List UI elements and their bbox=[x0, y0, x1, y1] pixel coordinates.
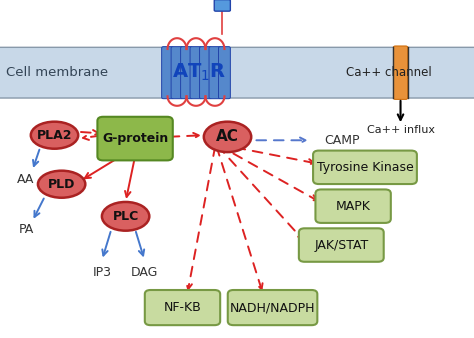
FancyBboxPatch shape bbox=[171, 47, 183, 99]
Text: Ca++ influx: Ca++ influx bbox=[366, 125, 435, 135]
Text: Ca++ channel: Ca++ channel bbox=[346, 66, 431, 79]
FancyBboxPatch shape bbox=[97, 117, 173, 161]
Text: IP3: IP3 bbox=[92, 266, 111, 279]
FancyBboxPatch shape bbox=[209, 47, 221, 99]
Text: PLA2: PLA2 bbox=[37, 129, 72, 142]
Text: PA: PA bbox=[18, 223, 34, 236]
Text: AC: AC bbox=[216, 129, 239, 144]
Text: AA: AA bbox=[18, 173, 35, 186]
Text: PLD: PLD bbox=[48, 178, 75, 191]
Text: Cell membrane: Cell membrane bbox=[6, 66, 108, 79]
FancyBboxPatch shape bbox=[313, 151, 417, 184]
FancyBboxPatch shape bbox=[145, 290, 220, 325]
FancyBboxPatch shape bbox=[214, 0, 230, 11]
Text: MAPK: MAPK bbox=[336, 200, 371, 213]
FancyBboxPatch shape bbox=[0, 47, 474, 98]
FancyBboxPatch shape bbox=[299, 228, 383, 262]
Text: G-protein: G-protein bbox=[102, 132, 168, 145]
FancyBboxPatch shape bbox=[393, 46, 408, 99]
Text: Tyrosine Kinase: Tyrosine Kinase bbox=[317, 161, 413, 174]
Ellipse shape bbox=[102, 202, 149, 231]
Text: PLC: PLC bbox=[112, 210, 139, 223]
FancyBboxPatch shape bbox=[316, 189, 391, 223]
Ellipse shape bbox=[38, 171, 85, 198]
Ellipse shape bbox=[31, 122, 78, 149]
FancyBboxPatch shape bbox=[162, 47, 173, 99]
Text: AT$_1$R: AT$_1$R bbox=[172, 62, 226, 83]
Text: CAMP: CAMP bbox=[325, 134, 360, 147]
Text: DAG: DAG bbox=[131, 266, 158, 279]
FancyBboxPatch shape bbox=[219, 47, 230, 99]
Text: NF-KB: NF-KB bbox=[164, 301, 201, 314]
Ellipse shape bbox=[204, 122, 251, 152]
FancyBboxPatch shape bbox=[181, 47, 192, 99]
FancyBboxPatch shape bbox=[200, 47, 211, 99]
Text: JAK/STAT: JAK/STAT bbox=[314, 239, 368, 251]
Text: NADH/NADPH: NADH/NADPH bbox=[230, 301, 315, 314]
FancyBboxPatch shape bbox=[190, 47, 202, 99]
FancyBboxPatch shape bbox=[228, 290, 318, 325]
